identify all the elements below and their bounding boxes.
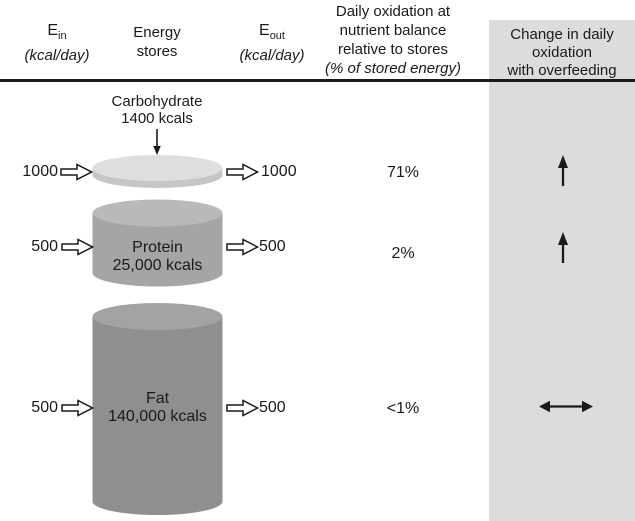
protein-cylinder — [92, 199, 223, 287]
energy-in-arrow-icon — [61, 238, 94, 256]
oxidation-header: Daily oxidation at nutrient balance rela… — [325, 3, 461, 77]
protein-label: Protein 25,000 kcals — [112, 239, 203, 274]
energy-out-arrow-icon — [226, 163, 259, 181]
fat-oxidation-value: <1% — [386, 400, 420, 417]
ein-header: Ein (kcal/day) — [12, 21, 102, 65]
overfeeding-header: Change in daily oxidation with overfeedi… — [507, 26, 617, 79]
protein-ein-value: 500 — [31, 238, 58, 255]
up-arrow-icon — [558, 232, 568, 263]
ein-symbol: Ein — [47, 22, 67, 42]
energy-stores-header: Energy stores — [133, 24, 181, 60]
ein-unit: (kcal/day) — [24, 47, 90, 64]
down-arrow-icon — [153, 129, 161, 155]
fat-ein-value: 500 — [31, 399, 58, 416]
eout-header: Eout (kcal/day) — [227, 21, 317, 65]
energy-in-arrow-icon — [61, 399, 94, 417]
protein-eout-value: 500 — [259, 238, 286, 255]
fat-eout-value: 500 — [259, 399, 286, 416]
fat-label: Fat 140,000 kcals — [108, 390, 207, 425]
up-arrow-icon — [558, 155, 568, 186]
energy-in-arrow-icon — [60, 163, 93, 181]
carb-eout-value: 1000 — [261, 163, 297, 180]
carb-oxidation-value: 71% — [386, 164, 420, 181]
carbohydrate-label: Carbohydrate 1400 kcals — [111, 93, 203, 127]
eout-symbol: Eout — [259, 22, 285, 42]
protein-oxidation-value: 2% — [391, 245, 415, 262]
carb-ein-value: 1000 — [22, 163, 58, 180]
fat-cylinder — [92, 303, 223, 515]
header-separator — [0, 79, 635, 82]
overfeeding-panel — [489, 20, 635, 521]
carbohydrate-cylinder — [92, 155, 223, 188]
energy-out-arrow-icon — [226, 238, 259, 256]
energy-out-arrow-icon — [226, 399, 259, 417]
eout-unit: (kcal/day) — [239, 47, 305, 64]
left-right-arrow-icon — [539, 400, 593, 413]
